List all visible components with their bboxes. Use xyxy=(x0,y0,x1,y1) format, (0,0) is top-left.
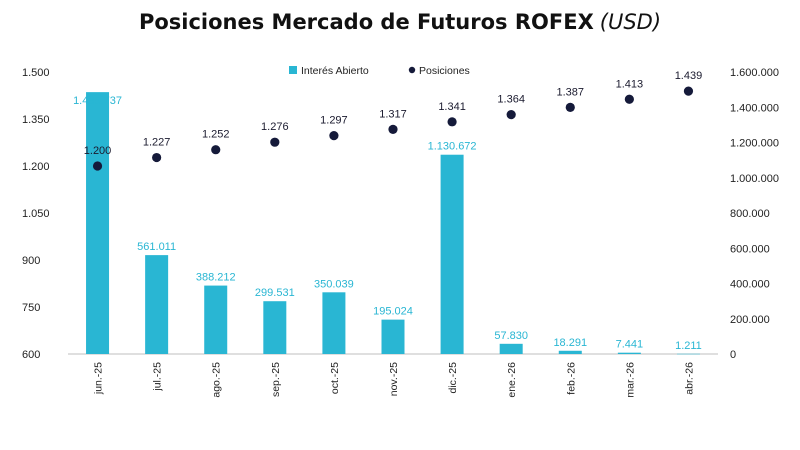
bar-data-label: 350.039 xyxy=(314,278,354,290)
x-axis-category-label: feb.-26 xyxy=(565,362,577,395)
bar-interes-abierto xyxy=(86,92,110,354)
bar-interes-abierto xyxy=(617,352,641,354)
dot-data-label: 1.227 xyxy=(143,137,171,149)
chart-title-unit: (USD) xyxy=(599,10,662,34)
dot-data-label: 1.413 xyxy=(616,78,644,90)
bar-interes-abierto xyxy=(381,319,405,354)
dot-posiciones xyxy=(683,86,694,96)
bar-data-label: 1.130.672 xyxy=(428,141,477,153)
left-axis-tick-label: 1.050 xyxy=(22,208,50,220)
x-axis-category-label: ene.-26 xyxy=(506,362,518,398)
dot-posiciones xyxy=(211,145,221,155)
left-axis-tick-label: 750 xyxy=(22,302,40,314)
right-axis-tick-label: 0 xyxy=(730,349,736,361)
dot-posiciones xyxy=(624,94,634,104)
x-axis-category-label: mar.-26 xyxy=(624,362,636,398)
dot-data-label: 1.200 xyxy=(84,145,112,157)
x-axis-category-label: dic.-25 xyxy=(447,362,459,394)
dot-data-label: 1.297 xyxy=(320,115,348,127)
right-axis-tick-label: 1.600.000 xyxy=(730,67,779,79)
chart-title: Posiciones Mercado de Futuros ROFEX (USD) xyxy=(0,10,800,34)
legend-marker-posiciones xyxy=(408,66,416,74)
dot-posiciones xyxy=(270,137,280,147)
x-axis-category-label: nov.-25 xyxy=(388,362,400,396)
bar-data-label: 7.441 xyxy=(616,339,644,351)
legend-label-interes-abierto: Interés Abierto xyxy=(301,65,369,77)
bar-interes-abierto xyxy=(322,292,346,354)
dot-data-label: 1.252 xyxy=(202,129,230,141)
x-axis-category-label: jun.-25 xyxy=(93,362,105,395)
bar-interes-abierto xyxy=(440,154,464,354)
dot-posiciones xyxy=(388,124,398,134)
bar-data-label: 1.485.737 xyxy=(73,95,122,107)
dot-posiciones xyxy=(447,117,457,127)
chart-title-text: Posiciones Mercado de Futuros ROFEX xyxy=(138,10,594,34)
left-axis-tick-label: 1.200 xyxy=(22,161,50,173)
x-axis-category-label: sep.-25 xyxy=(270,362,282,397)
x-axis-category-label: jul.-25 xyxy=(152,362,164,392)
left-axis-tick-label: 1.350 xyxy=(22,114,50,126)
dot-data-label: 1.387 xyxy=(557,86,585,98)
bar-interes-abierto xyxy=(558,350,582,354)
left-axis-tick-label: 1.500 xyxy=(22,67,50,79)
legend-label-posiciones: Posiciones xyxy=(419,65,470,77)
dot-data-label: 1.364 xyxy=(497,94,525,106)
dot-posiciones xyxy=(92,161,103,171)
x-axis-category-label: oct.-25 xyxy=(329,362,341,394)
bar-data-label: 299.531 xyxy=(255,287,295,299)
bar-interes-abierto xyxy=(204,285,228,354)
right-axis-tick-label: 1.200.000 xyxy=(730,138,779,150)
bar-data-label: 57.830 xyxy=(494,330,528,342)
right-axis-tick-label: 200.000 xyxy=(730,314,770,326)
bar-interes-abierto xyxy=(145,255,169,354)
dot-posiciones xyxy=(329,131,339,141)
right-axis-tick-label: 1.400.000 xyxy=(730,102,779,114)
left-axis-tick-label: 900 xyxy=(22,255,40,267)
bar-data-label: 195.024 xyxy=(373,306,413,318)
dot-posiciones xyxy=(152,152,162,163)
dot-posiciones xyxy=(565,102,575,113)
bar-interes-abierto xyxy=(263,301,287,354)
bar-data-label: 388.212 xyxy=(196,272,236,284)
right-axis-tick-label: 1.000.000 xyxy=(730,173,779,185)
left-axis-tick-label: 600 xyxy=(22,349,40,361)
x-axis-category-label: abr.-26 xyxy=(683,362,695,395)
legend-marker-interes-abierto xyxy=(289,66,297,74)
dot-posiciones xyxy=(506,110,516,120)
right-axis-tick-label: 800.000 xyxy=(730,208,770,220)
dot-data-label: 1.341 xyxy=(438,101,466,113)
dot-data-label: 1.276 xyxy=(261,121,289,133)
dot-data-label: 1.317 xyxy=(379,108,407,120)
bar-data-label: 18.291 xyxy=(553,337,587,349)
bar-data-label: 561.011 xyxy=(137,241,176,253)
right-axis-tick-label: 400.000 xyxy=(730,279,770,291)
bar-interes-abierto xyxy=(499,343,523,354)
bar-interes-abierto xyxy=(676,353,700,355)
dot-data-label: 1.439 xyxy=(675,70,703,82)
x-axis-category-label: ago.-25 xyxy=(211,362,223,398)
bar-data-label: 1.211 xyxy=(675,340,702,352)
right-axis-tick-label: 600.000 xyxy=(730,243,770,255)
